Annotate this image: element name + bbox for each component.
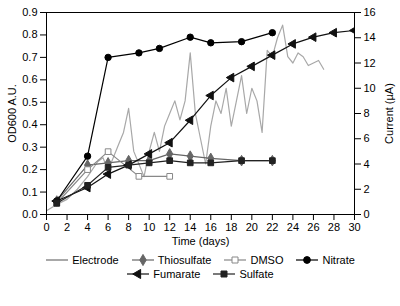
svg-text:22: 22 xyxy=(266,221,278,233)
svg-text:8: 8 xyxy=(364,107,370,119)
html-text:DMSO: DMSO xyxy=(250,254,284,266)
svg-text:0.8: 0.8 xyxy=(22,28,37,40)
svg-text:2: 2 xyxy=(64,221,70,233)
svg-text:0: 0 xyxy=(364,208,370,220)
svg-text:16: 16 xyxy=(364,6,376,18)
svg-text:Time (days): Time (days) xyxy=(172,235,230,247)
svg-text:30: 30 xyxy=(348,221,360,233)
svg-text:6: 6 xyxy=(364,132,370,144)
svg-text:12: 12 xyxy=(364,57,376,69)
svg-text:26: 26 xyxy=(307,221,319,233)
svg-text:0.5: 0.5 xyxy=(22,96,37,108)
svg-text:2: 2 xyxy=(364,183,370,195)
svg-text:0: 0 xyxy=(43,221,49,233)
svg-text:24: 24 xyxy=(287,221,299,233)
svg-text:6: 6 xyxy=(105,221,111,233)
svg-text:14: 14 xyxy=(364,31,376,43)
svg-text:18: 18 xyxy=(225,221,237,233)
html-text:Thiosulfate: Thiosulfate xyxy=(157,254,212,266)
svg-text:10: 10 xyxy=(143,221,155,233)
html-text:Electrode: Electrode xyxy=(72,254,119,266)
svg-text:16: 16 xyxy=(205,221,217,233)
svg-text:0.7: 0.7 xyxy=(22,51,37,63)
html-text:Sulfate: Sulfate xyxy=(239,268,274,280)
svg-text:0.9: 0.9 xyxy=(22,6,37,18)
svg-text:14: 14 xyxy=(184,221,196,233)
svg-text:OD600 A.U.: OD600 A.U. xyxy=(6,84,18,143)
svg-text:0.4: 0.4 xyxy=(22,118,37,130)
svg-text:0.0: 0.0 xyxy=(22,208,37,220)
svg-text:Current (µA): Current (µA) xyxy=(383,83,395,144)
html-text:Nitrate: Nitrate xyxy=(322,254,355,266)
svg-text:28: 28 xyxy=(328,221,340,233)
html-text:Fumarate: Fumarate xyxy=(153,268,201,280)
svg-text:0.3: 0.3 xyxy=(22,141,37,153)
svg-text:4: 4 xyxy=(364,158,370,170)
svg-text:20: 20 xyxy=(246,221,258,233)
svg-text:12: 12 xyxy=(164,221,176,233)
svg-text:0.1: 0.1 xyxy=(22,186,37,198)
svg-text:0.2: 0.2 xyxy=(22,163,37,175)
svg-text:8: 8 xyxy=(126,221,132,233)
svg-text:10: 10 xyxy=(364,82,376,94)
svg-text:4: 4 xyxy=(85,221,91,233)
svg-text:0.6: 0.6 xyxy=(22,73,37,85)
